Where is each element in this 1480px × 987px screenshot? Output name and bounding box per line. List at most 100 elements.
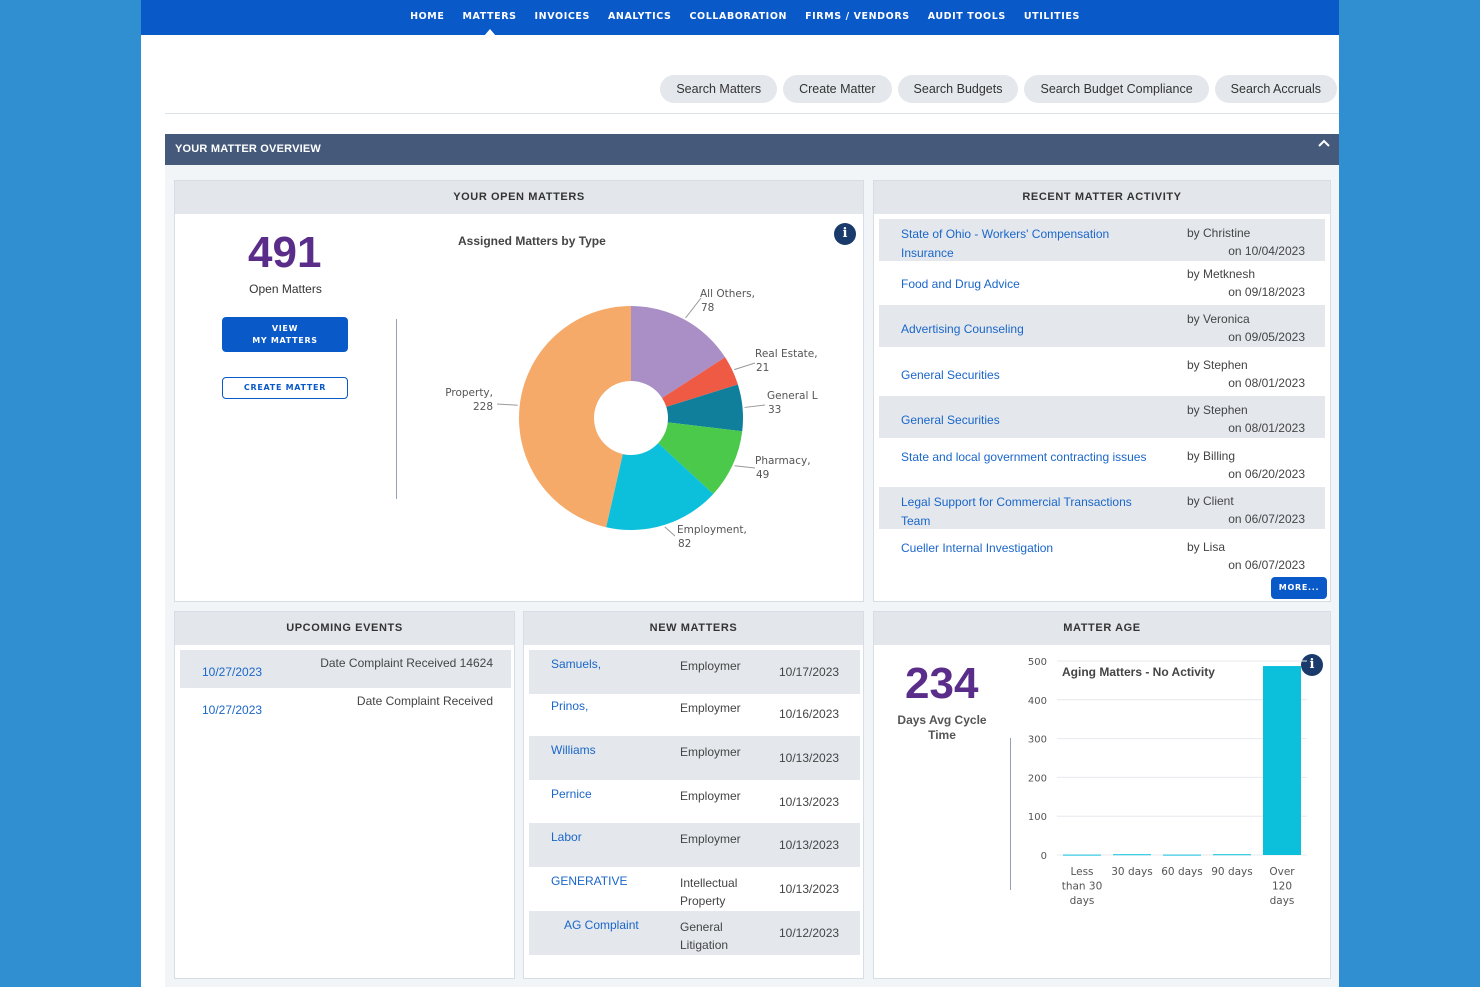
- nav-item-firms-vendors[interactable]: FIRMS / VENDORS: [805, 11, 910, 22]
- activity-matter-link[interactable]: Advertising Counseling: [901, 322, 1024, 336]
- activity-row: State of Ohio - Workers' Compensation In…: [879, 219, 1325, 261]
- info-icon[interactable]: i: [1301, 654, 1323, 676]
- bar[interactable]: [1163, 854, 1201, 856]
- pie-slice[interactable]: [666, 384, 743, 432]
- nav-item-matters[interactable]: MATTERS: [462, 0, 516, 36]
- new-matter-date: 10/13/2023: [779, 838, 840, 852]
- avg-cycle-label: Days Avg Cycle Time: [897, 713, 987, 742]
- pie-slice[interactable]: [518, 306, 631, 528]
- view-my-matters-line2: MY MATTERS: [252, 336, 318, 345]
- divider: [165, 113, 1339, 114]
- activity-date: on 08/01/2023: [1228, 376, 1305, 390]
- activity-by: by Stephen: [1187, 358, 1248, 372]
- new-matter-link[interactable]: Pernice: [551, 787, 592, 801]
- y-tick-label: 0: [1041, 851, 1047, 862]
- bar[interactable]: [1063, 854, 1101, 856]
- new-matter-row: AG Complaint General Litigation 10/12/2023: [529, 911, 860, 955]
- new-matter-link[interactable]: AG Complaint: [564, 918, 639, 932]
- activity-matter-link[interactable]: General Securities: [901, 413, 1000, 427]
- activity-date: on 08/01/2023: [1228, 421, 1305, 435]
- event-row: 10/27/2023 Date Complaint Received: [180, 688, 511, 726]
- overview-body: YOUR OPEN MATTERS 491 Open Matters VIEW …: [165, 165, 1339, 987]
- pie-slice[interactable]: [658, 422, 743, 494]
- new-matter-row: Samuels, Employmer 10/17/2023: [529, 650, 860, 694]
- more-button[interactable]: MORE...: [1271, 577, 1327, 599]
- y-tick-label: 100: [1028, 812, 1047, 823]
- nav-item-utilities[interactable]: UTILITIES: [1023, 11, 1080, 22]
- search-accruals-button[interactable]: Search Accruals: [1214, 75, 1337, 103]
- recent-activity-title: RECENT MATTER ACTIVITY: [874, 181, 1330, 214]
- new-matter-date: 10/16/2023: [779, 707, 840, 721]
- new-matter-link[interactable]: Prinos,: [551, 699, 589, 713]
- chevron-up-icon[interactable]: [1317, 137, 1331, 155]
- create-matter-button[interactable]: Create Matter: [783, 75, 892, 103]
- activity-matter-link[interactable]: State and local government contracting i…: [901, 450, 1147, 464]
- event-row: 10/27/2023 Date Complaint Received 14624: [180, 650, 511, 688]
- pie-slice-value: 78: [701, 302, 714, 314]
- activity-matter-link[interactable]: General Securities: [901, 368, 1000, 382]
- x-tick-label: days: [1070, 895, 1095, 907]
- info-icon[interactable]: i: [834, 223, 856, 245]
- nav-item-audit-tools[interactable]: AUDIT TOOLS: [927, 11, 1006, 22]
- activity-row: General Securities by Stephen on 08/01/202…: [879, 396, 1325, 438]
- pie-slice-value: 49: [756, 469, 769, 481]
- y-tick-label: 500: [1028, 657, 1047, 668]
- pie-slice[interactable]: [606, 443, 714, 530]
- activity-by: by Billing: [1187, 449, 1236, 463]
- nav-item-invoices[interactable]: INVOICES: [534, 11, 590, 22]
- search-budget-compliance-button[interactable]: Search Budget Compliance: [1024, 75, 1209, 103]
- event-date-link[interactable]: 10/27/2023: [202, 665, 263, 679]
- pie-chart: All Others, 78 Real Estate, 21 General L 33 Ph…: [445, 288, 818, 550]
- event-date-link[interactable]: 10/27/2023: [202, 703, 263, 717]
- overview-title: YOUR MATTER OVERVIEW: [175, 143, 321, 155]
- new-matter-type: Employmer: [680, 659, 741, 673]
- view-my-matters-line1: VIEW: [271, 324, 299, 333]
- new-matter-date: 10/13/2023: [779, 882, 840, 896]
- pie-slice-label: Employment,: [677, 524, 747, 536]
- search-budgets-button[interactable]: Search Budgets: [897, 75, 1019, 103]
- new-matter-link[interactable]: Labor: [551, 830, 582, 844]
- activity-by: by Stephen: [1187, 403, 1248, 417]
- new-matter-link[interactable]: GENERATIVE: [551, 874, 628, 888]
- matter-age-panel: MATTER AGE 234 Days Avg Cycle Time Aging…: [873, 611, 1331, 979]
- bar[interactable]: [1213, 854, 1251, 856]
- bar[interactable]: [1263, 666, 1301, 855]
- pie-slice[interactable]: [631, 306, 726, 398]
- activity-date: on 06/07/2023: [1228, 558, 1305, 572]
- y-tick-label: 200: [1028, 773, 1047, 784]
- view-my-matters-button[interactable]: VIEW MY MATTERS: [222, 317, 348, 352]
- create-matter-outline-button[interactable]: CREATE MATTER: [222, 377, 348, 399]
- activity-row: General Securities by Stephen on 08/01/202…: [879, 351, 1325, 393]
- activity-matter-link[interactable]: Cueller Internal Investigation: [901, 541, 1054, 555]
- new-matter-link[interactable]: Williams: [551, 743, 596, 757]
- x-tick-label: Over: [1269, 866, 1295, 878]
- activity-row: State and local government contracting i…: [879, 442, 1325, 484]
- pie-slice[interactable]: [662, 357, 738, 407]
- new-matter-row: Williams Employmer 10/13/2023: [529, 736, 860, 780]
- activity-date: on 06/07/2023: [1228, 512, 1305, 526]
- event-description: Date Complaint Received 14624: [320, 656, 493, 670]
- pie-slice-label: Real Estate,: [755, 348, 818, 360]
- activity-matter-link[interactable]: State of Ohio - Workers' Compensation In…: [901, 227, 1110, 260]
- event-description: Date Complaint Received: [356, 694, 493, 708]
- nav-item-collaboration[interactable]: COLLABORATION: [689, 11, 788, 22]
- bar[interactable]: [1113, 854, 1151, 856]
- activity-matter-link[interactable]: Food and Drug Advice: [901, 277, 1020, 291]
- activity-date: on 09/18/2023: [1228, 285, 1305, 299]
- activity-date: on 10/04/2023: [1228, 244, 1305, 258]
- overview-header[interactable]: YOUR MATTER OVERVIEW: [165, 134, 1339, 165]
- new-matter-row: Prinos, Employmer 10/16/2023: [529, 692, 860, 736]
- recent-activity-panel: RECENT MATTER ACTIVITY State of Ohio - W…: [873, 180, 1331, 602]
- search-matters-button[interactable]: Search Matters: [660, 75, 778, 103]
- pie-leader-line: [744, 404, 766, 408]
- pie-slice-label: Pharmacy,: [755, 455, 811, 467]
- nav-item-analytics[interactable]: ANALYTICS: [607, 11, 672, 22]
- activity-matter-link[interactable]: Legal Support for Commercial Transaction…: [901, 495, 1132, 528]
- pie-chart-title: Assigned Matters by Type: [458, 234, 606, 248]
- new-matter-link[interactable]: Samuels,: [551, 657, 602, 671]
- x-tick-label: than 30: [1062, 881, 1103, 893]
- pie-slice-label: General L: [767, 390, 818, 402]
- x-tick-label: 90 days: [1211, 866, 1252, 878]
- nav-item-home[interactable]: HOME: [410, 11, 445, 22]
- pie-slice-value: 82: [678, 538, 691, 550]
